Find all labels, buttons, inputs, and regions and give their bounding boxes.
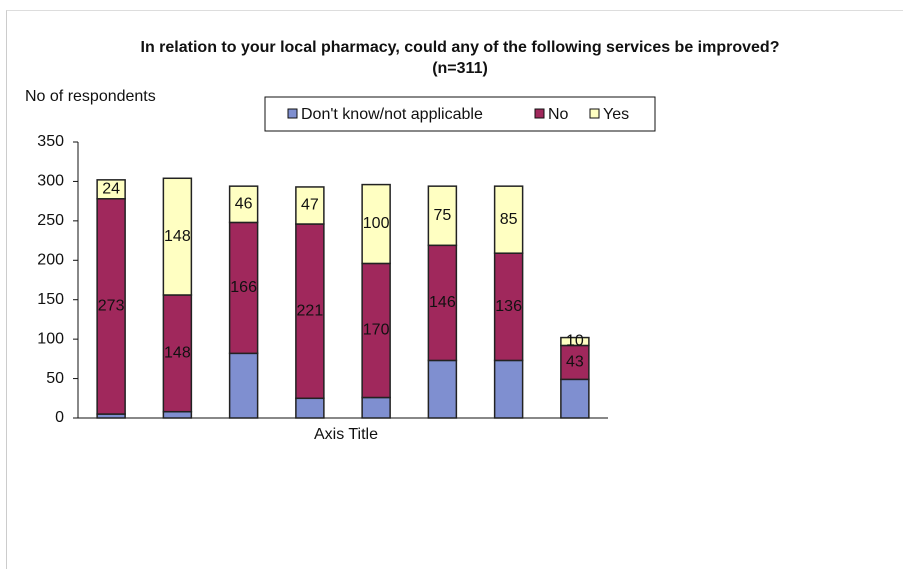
bar-segment (493, 185, 524, 254)
y-axis-label: No of respondents (25, 88, 156, 105)
legend-swatch (534, 108, 545, 119)
data-label: 148 (164, 345, 191, 362)
legend-label: Don't know/not applicable (301, 106, 483, 123)
bar-segment (427, 244, 458, 362)
data-label: 170 (363, 322, 390, 339)
bar-segment (228, 352, 259, 419)
bar-segment (560, 378, 590, 419)
data-label: 221 (297, 302, 324, 319)
y-tick-label: 350 (37, 133, 64, 150)
x-axis-label: Axis Title (314, 426, 378, 443)
data-label: 10 (566, 333, 584, 350)
legend-label: Yes (603, 106, 629, 123)
bar-segment (162, 294, 193, 413)
bar-segment (295, 223, 325, 400)
bar-segment (162, 177, 193, 296)
bar-segment (427, 359, 458, 419)
y-tick-label: 50 (46, 370, 64, 387)
data-label: 43 (566, 354, 584, 371)
data-label: 85 (500, 211, 518, 228)
data-label: 47 (301, 197, 319, 214)
data-label: 24 (102, 181, 120, 198)
y-tick-label: 200 (37, 252, 64, 269)
bar-segment (427, 185, 458, 247)
bar-segment (162, 410, 193, 419)
data-label: 100 (363, 215, 390, 232)
data-label: 75 (433, 207, 451, 224)
y-tick-label: 0 (55, 409, 64, 426)
chart-title: In relation to your local pharmacy, coul… (140, 39, 780, 77)
frame (6, 10, 903, 569)
legend-swatch (287, 108, 298, 119)
bar-segment (493, 359, 524, 419)
y-tick-label: 150 (37, 291, 64, 308)
y-tick-label: 100 (37, 330, 64, 347)
bar-segment (361, 396, 391, 419)
bar-segment (295, 186, 325, 225)
bar-segment (96, 179, 126, 200)
bar-segment (361, 183, 391, 265)
bar-segment (228, 221, 259, 355)
legend-label: No (548, 106, 569, 123)
bar-segment (560, 336, 590, 347)
data-label: 273 (98, 298, 125, 315)
bar-segment (96, 198, 126, 415)
data-label: 146 (429, 294, 456, 311)
bar-segment (361, 262, 391, 399)
legend-swatch (589, 108, 600, 119)
data-label: 46 (235, 196, 253, 213)
y-tick-label: 300 (37, 173, 64, 190)
data-label: 148 (164, 228, 191, 245)
bar-segment (295, 397, 325, 419)
bar-segment (560, 344, 590, 381)
y-tick-label: 250 (37, 212, 64, 229)
data-label: 166 (230, 279, 257, 296)
data-label: 136 (495, 298, 522, 315)
bar-segment (228, 185, 259, 224)
